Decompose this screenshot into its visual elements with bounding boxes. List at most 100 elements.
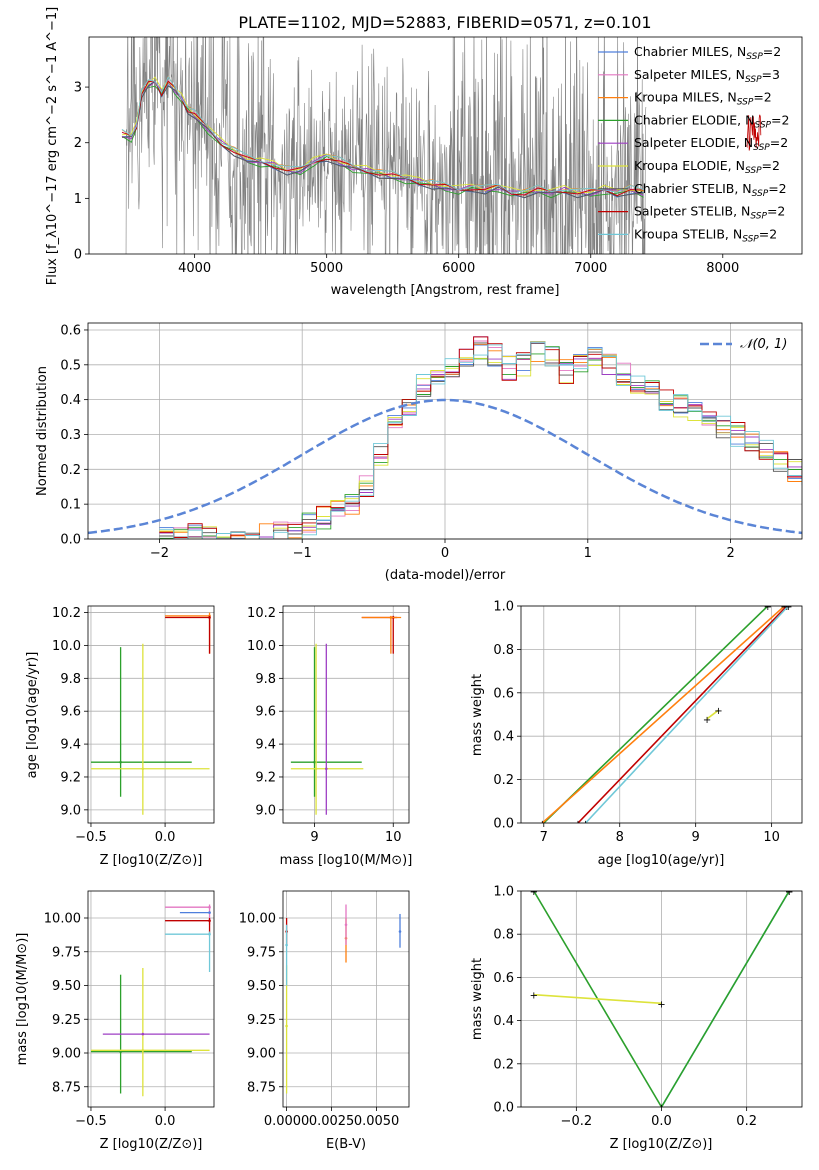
y-tick-label: 9.2: [255, 770, 276, 785]
x-tick-label: 5000: [310, 261, 343, 276]
y-tick-label: 9.0: [255, 803, 276, 818]
weight-marker: +: [785, 887, 793, 898]
y-tick-label: 9.75: [247, 945, 276, 960]
x-tick-label: 10: [763, 830, 780, 845]
y-tick-label: 0.4: [60, 393, 81, 408]
x-tick-label: 10: [385, 830, 402, 845]
plot-area: [90, 612, 211, 815]
hist-kroupa-miles: [159, 343, 802, 539]
data-point: [285, 1024, 288, 1028]
weight-line: [533, 993, 662, 1005]
legend-entry: Chabrier STELIB, NSSP=2: [634, 181, 787, 199]
y-tick-label: 9.4: [255, 738, 276, 753]
x-tick-label: −0.5: [75, 1114, 107, 1129]
legend-entry: Salpeter ELODIE, NSSP=2: [634, 135, 788, 153]
weight-marker: +: [657, 999, 665, 1010]
y-tick-label: 10.2: [52, 606, 81, 621]
y-axis-label: age [log10(age/yr)]: [25, 652, 40, 779]
y-tick-label: 0.8: [493, 643, 514, 658]
x-tick-label: 8000: [706, 261, 739, 276]
model-line-salpeter-stelib: [121, 80, 644, 197]
x-tick-label: 8: [616, 830, 624, 845]
panel-weight-vs-age: ++++++++++7 8 9 10 0.0 0.2 0.4 0.6 0.8 1.0 age [lo…: [470, 600, 803, 868]
weight-marker: +: [657, 1103, 665, 1114]
y-tick-label: 0.2: [60, 463, 81, 478]
data-point: [208, 911, 211, 914]
legend-entry: Salpeter MILES, NSSP=3: [634, 67, 780, 85]
x-tick-label: −2: [150, 546, 169, 561]
y-tick-label: 10.00: [239, 912, 276, 927]
x-tick-label: 0.0050: [354, 1114, 400, 1129]
weight-marker: +: [581, 819, 589, 830]
data-point: [208, 905, 211, 909]
x-axis-label: (data-model)/error: [385, 568, 506, 583]
x-tick-label: 0: [441, 546, 449, 561]
x-tick-label: −0.2: [561, 1114, 593, 1129]
y-tick-label: 9.2: [60, 770, 81, 785]
y-tick-label: 9.50: [52, 979, 81, 994]
weight-line: [543, 606, 769, 823]
y-tick-label: 0: [74, 248, 82, 263]
hist-chabrier-stelib: [159, 342, 802, 539]
x-tick-label: 0.0000: [264, 1114, 310, 1129]
y-tick-label: 9.8: [60, 672, 81, 687]
y-tick-label: 1.0: [493, 600, 514, 615]
y-tick-label: 9.4: [60, 738, 81, 753]
data-point: [389, 616, 393, 619]
x-tick-label: 0.2: [736, 1114, 757, 1129]
axes-frame: [520, 605, 803, 824]
y-tick-label: 10.2: [247, 606, 276, 621]
x-axis-label: E(B-V): [326, 1137, 366, 1152]
y-tick-label: 0.0: [493, 1101, 514, 1116]
y-tick-label: 0.4: [493, 1014, 514, 1029]
data-spectrum: [125, 37, 647, 254]
x-tick-label: 7: [540, 830, 548, 845]
axes-frame: [88, 36, 803, 255]
y-tick-label: 10.00: [44, 912, 81, 927]
data-point: [398, 930, 402, 933]
weight-marker: +: [574, 819, 582, 830]
weight-marker: +: [784, 602, 792, 613]
weight-line: [660, 891, 790, 1107]
hist-kroupa-elodie: [159, 341, 802, 539]
y-tick-label: 8.75: [247, 1080, 276, 1095]
x-tick-label: 6000: [442, 261, 475, 276]
data-point: [285, 943, 288, 947]
weight-line: [577, 606, 788, 823]
x-axis-label: wavelength [Angstrom, rest frame]: [331, 283, 560, 298]
x-axis-label: Z [log10(Z/Z⊙)]: [100, 853, 203, 868]
x-axis-label: Z [log10(Z/Z⊙)]: [610, 1137, 713, 1152]
axes-frame: [282, 890, 410, 1108]
weight-marker: +: [783, 602, 791, 613]
y-tick-label: 9.00: [247, 1047, 276, 1062]
axes-frame: [520, 890, 803, 1108]
x-tick-label: −1: [293, 546, 312, 561]
model-line-chabrier-stelib: [121, 80, 644, 199]
plot-area: [90, 904, 211, 1097]
axes-frame: [282, 605, 410, 824]
y-tick-label: 9.75: [52, 945, 81, 960]
data-point: [325, 767, 328, 771]
y-tick-label: 0.8: [493, 928, 514, 943]
plot-area: [290, 615, 402, 815]
y-tick-label: 0.6: [493, 971, 514, 986]
data-point: [314, 767, 318, 771]
panels: 4000 5000 6000 7000 8000 0 1 2 3 wavelength [Angs…: [15, 7, 803, 1152]
data-point: [141, 767, 145, 771]
y-tick-label: 0.2: [493, 1057, 514, 1072]
weight-marker: +: [530, 991, 538, 1002]
hist-chabrier-miles: [159, 342, 802, 539]
panel-spectrum: 4000 5000 6000 7000 8000 0 1 2 3 wavelength [Angs…: [45, 7, 803, 298]
x-tick-label: 4000: [178, 261, 211, 276]
y-tick-label: 9.6: [60, 705, 81, 720]
plot-area: ++++++++: [530, 887, 793, 1114]
legend-entry: 𝒩(0, 1): [740, 337, 787, 352]
legend-entry: Salpeter STELIB, NSSP=2: [634, 204, 785, 222]
y-tick-label: 2: [74, 136, 82, 151]
data-point: [208, 919, 211, 922]
x-tick-label: 1: [584, 546, 592, 561]
data-point: [141, 1032, 145, 1036]
hist-salpeter-miles: [159, 340, 802, 539]
data-point: [119, 760, 122, 764]
legend-entry: Chabrier ELODIE, NSSP=2: [634, 112, 789, 130]
